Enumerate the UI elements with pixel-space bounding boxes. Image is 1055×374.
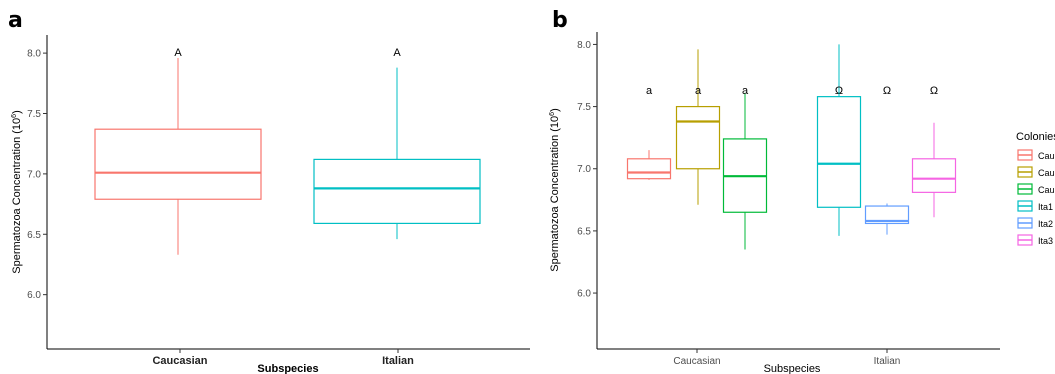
legend-label: Cau — [1038, 168, 1055, 178]
panel-label-b: b — [552, 8, 568, 33]
box — [628, 159, 671, 179]
x-axis-label-b: Subspecies — [764, 363, 821, 374]
legend-item: Ita1 — [1018, 201, 1053, 212]
significance-label: Ω — [883, 85, 891, 97]
legend-item: Cau — [1018, 150, 1055, 161]
box-plot — [95, 58, 261, 255]
box — [818, 97, 861, 208]
legend-title: Colonies — [1016, 131, 1055, 143]
box-plot — [818, 44, 861, 235]
box-plot — [314, 68, 480, 239]
y-tick-label: 8.0 — [27, 49, 41, 60]
box — [314, 159, 480, 223]
legend: Colonies Cau Cau Cau Ita1 Ita2 Ita3 — [1016, 131, 1055, 246]
box-plot — [677, 49, 720, 204]
x-tick-label: Caucasian — [673, 356, 720, 367]
y-tick-label: 7.0 — [577, 164, 591, 175]
legend-item: Ita2 — [1018, 218, 1053, 229]
x-tick-label: Italian — [382, 355, 414, 367]
y-tick-label: 6.0 — [577, 289, 591, 300]
significance-label: a — [646, 85, 653, 97]
y-tick-label: 6.5 — [577, 226, 591, 237]
significance-label: a — [742, 85, 749, 97]
y-tick-label: 8.0 — [577, 40, 591, 51]
box — [677, 107, 720, 169]
y-axis-label-a: Spermatozoa Concentration (106) — [11, 110, 23, 274]
y-tick-label: 7.5 — [27, 109, 41, 120]
legend-label: Cau — [1038, 151, 1055, 161]
legend-item: Cau — [1018, 184, 1055, 195]
box-plot — [913, 123, 956, 217]
box — [913, 159, 956, 193]
panel-label-a: a — [8, 8, 23, 33]
legend-label: Ita1 — [1038, 202, 1053, 212]
y-tick-label: 6.5 — [27, 230, 41, 241]
legend-label: Ita3 — [1038, 236, 1053, 246]
x-axis-label-a: Subspecies — [257, 363, 318, 374]
y-tick-label: 6.0 — [27, 290, 41, 301]
legend-label: Cau — [1038, 185, 1055, 195]
x-tick-label: Caucasian — [152, 355, 207, 367]
significance-label: Ω — [930, 85, 938, 97]
x-tick-label: Italian — [874, 356, 901, 367]
chart-a: 6.0 6.5 7.0 7.5 8.0 Caucasian Italian A A Subs… — [11, 35, 530, 374]
y-tick-label: 7.5 — [577, 102, 591, 113]
significance-label: A — [174, 47, 182, 59]
legend-label: Ita2 — [1038, 219, 1053, 229]
legend-item: Ita3 — [1018, 235, 1053, 246]
box-plot — [724, 93, 767, 250]
box — [95, 129, 261, 199]
y-axis-label-b: Spermatozoa Concentration (106) — [549, 108, 561, 272]
box-plot — [628, 150, 671, 180]
legend-item: Cau — [1018, 167, 1055, 178]
significance-label: A — [393, 47, 401, 59]
box-plot — [866, 204, 909, 235]
y-tick-label: 7.0 — [27, 169, 41, 180]
significance-label: a — [695, 85, 702, 97]
significance-label: Ω — [835, 85, 843, 97]
